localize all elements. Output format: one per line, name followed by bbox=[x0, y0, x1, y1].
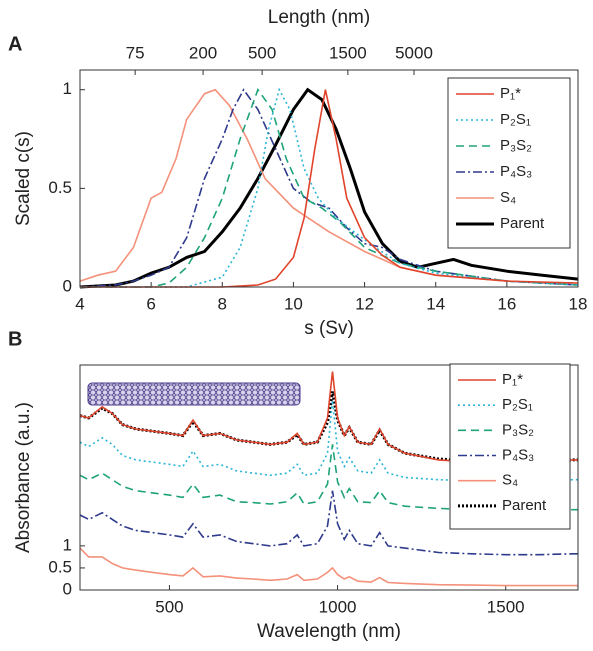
legend-box bbox=[447, 77, 571, 249]
legend-label: P₂S₁ bbox=[502, 396, 533, 413]
legend-label: P₁* bbox=[500, 85, 521, 102]
x2-tick-label: 75 bbox=[126, 43, 145, 62]
x2-tick-label: 500 bbox=[248, 43, 276, 62]
legend-label: P₃S₂ bbox=[500, 137, 532, 154]
series-line bbox=[79, 490, 578, 556]
y-axis-title: Absorbance (a.u.) bbox=[13, 402, 34, 553]
x-tick-label: 1000 bbox=[319, 597, 357, 616]
legend-label: P₂S₁ bbox=[500, 111, 531, 128]
legend-label: P₄S₃ bbox=[502, 446, 534, 463]
series-line bbox=[79, 547, 578, 587]
y-tick-label: 1 bbox=[63, 79, 72, 98]
plot-frame bbox=[79, 364, 579, 591]
x-tick-label: 500 bbox=[155, 597, 183, 616]
plot-frame bbox=[79, 69, 579, 288]
series-line bbox=[79, 88, 579, 286]
x2-tick-label: 1500 bbox=[329, 43, 367, 62]
x-tick-label: 12 bbox=[355, 294, 374, 313]
legend-label: S₄ bbox=[500, 189, 516, 206]
y-tick-label: 0.5 bbox=[48, 557, 72, 576]
x-tick-label: 6 bbox=[146, 294, 155, 313]
y-tick-label: 1 bbox=[63, 535, 72, 554]
x-tick-label: 16 bbox=[497, 294, 516, 313]
series-line bbox=[79, 400, 578, 482]
x-axis-title: s (Sv) bbox=[304, 318, 354, 339]
x-tick-label: 1500 bbox=[487, 597, 525, 616]
series-line bbox=[79, 444, 578, 512]
series-line bbox=[79, 88, 579, 288]
series-line bbox=[80, 87, 579, 288]
x-tick-label: 8 bbox=[218, 294, 227, 313]
series-line bbox=[80, 89, 579, 288]
legend-label: Parent bbox=[502, 497, 547, 514]
series-line bbox=[79, 87, 579, 289]
panel-label: B bbox=[8, 328, 22, 350]
y-tick-label: 0 bbox=[63, 579, 72, 598]
legend-label: P₁* bbox=[502, 371, 523, 388]
y-tick-label: 0 bbox=[63, 276, 72, 295]
series-line bbox=[79, 371, 578, 463]
x-tick-label: 18 bbox=[569, 294, 588, 313]
x-tick-label: 4 bbox=[75, 294, 84, 313]
panel-label: A bbox=[8, 33, 22, 55]
legend-label: S₄ bbox=[502, 472, 518, 489]
series-line bbox=[80, 87, 579, 288]
legend-label: P₃S₂ bbox=[502, 421, 534, 438]
nanotube-image bbox=[87, 382, 301, 406]
x2-axis-title: Length (nm) bbox=[268, 7, 370, 28]
legend-label: P₄S₃ bbox=[500, 163, 532, 180]
y-axis-title: Scaled c(s) bbox=[13, 131, 34, 226]
x-tick-label: 10 bbox=[284, 294, 303, 313]
y-tick-label: 0.5 bbox=[48, 178, 72, 197]
legend-label: Parent bbox=[500, 215, 545, 232]
x2-tick-label: 200 bbox=[189, 43, 217, 62]
x-axis-title: Wavelength (nm) bbox=[257, 621, 401, 642]
x-tick-label: 14 bbox=[426, 294, 445, 313]
legend-box bbox=[449, 363, 571, 530]
x2-tick-label: 5000 bbox=[395, 43, 433, 62]
